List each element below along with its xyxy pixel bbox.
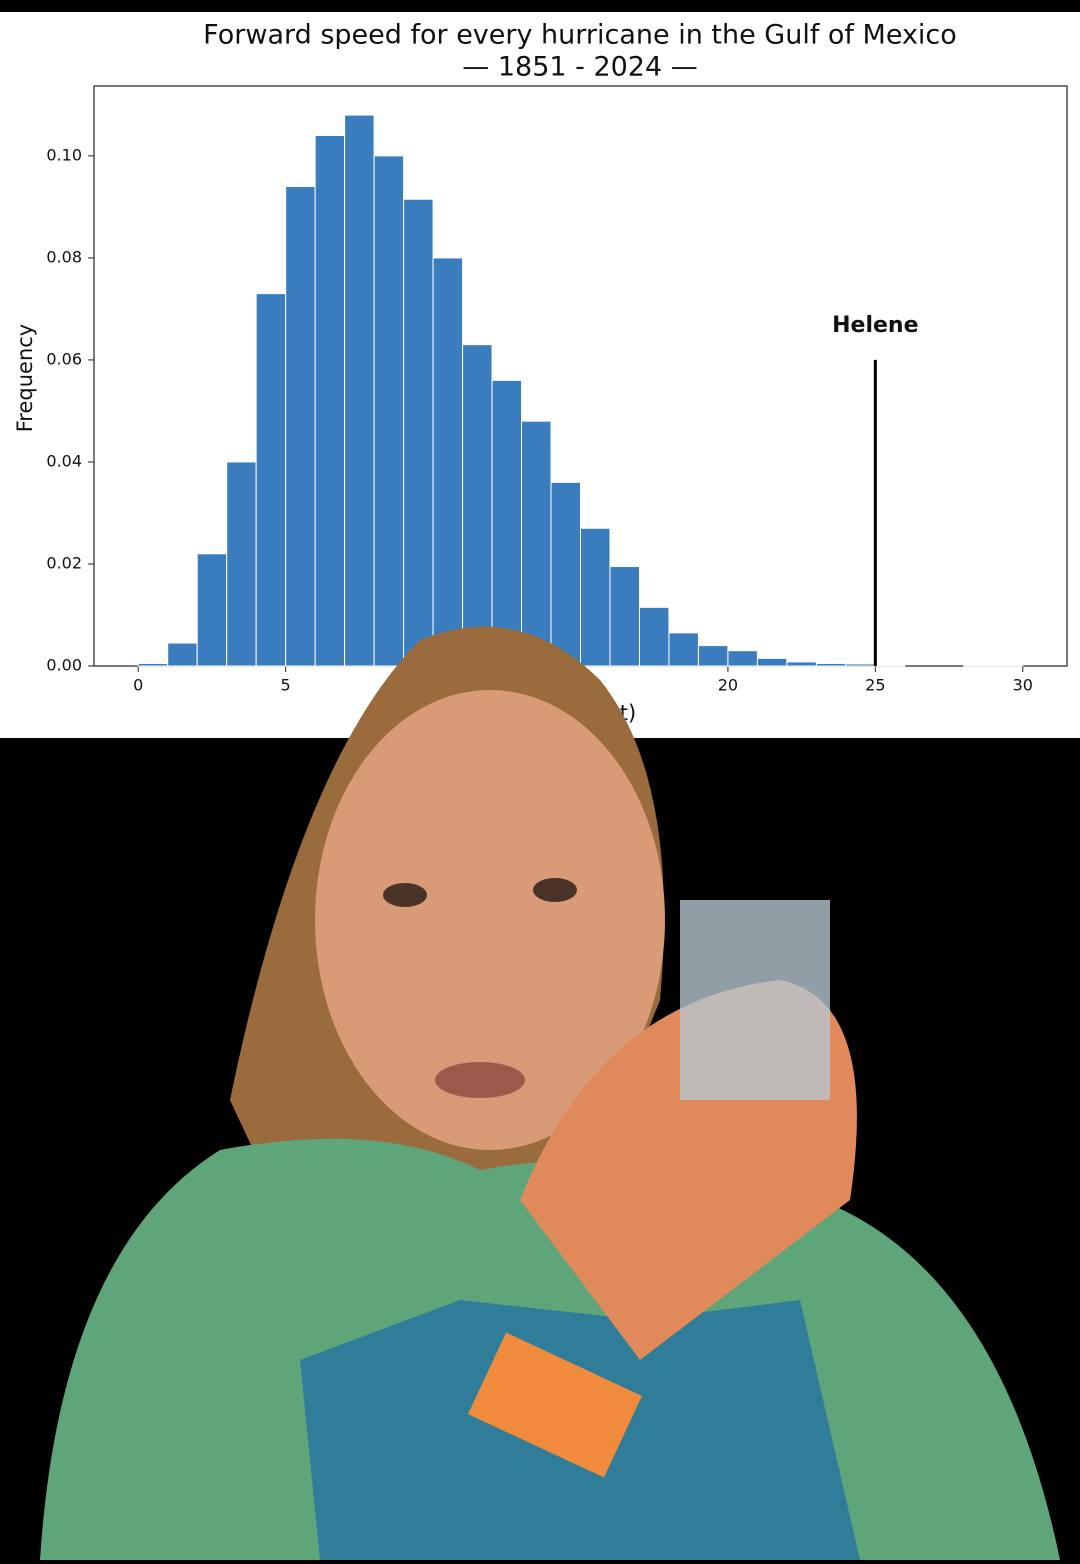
y-tick-label: 0.00 [46,656,82,675]
mouth [435,1062,525,1098]
bar [196,553,228,667]
y-tick-label: 0.08 [46,247,82,266]
chart: Forward speed for every hurricane in the… [13,20,1068,725]
bar [344,114,375,667]
x-tick-label: 20 [718,676,738,695]
bar [491,379,523,667]
bar [521,420,552,667]
bar [255,293,287,667]
bar [638,606,670,667]
x-tick-label: 25 [865,676,885,695]
bar [462,344,493,667]
eye [533,878,577,902]
chart-subtitle: — 1851 - 2024 — [462,52,698,83]
presenter-video [40,626,1060,1560]
chart-title: Forward speed for every hurricane in the… [203,20,957,51]
x-tick-label: 0 [133,676,143,695]
bar [373,155,405,667]
bar [874,664,906,667]
bar [756,657,788,667]
x-tick-label: 5 [281,676,291,695]
bar [432,257,464,667]
y-axis-label: Frequency [13,324,37,433]
bar [137,662,169,667]
bar [668,632,699,667]
annotation-label: Helene [832,313,918,338]
face [315,690,665,1150]
y-tick-label: 0.06 [46,349,82,368]
bar [550,481,581,667]
bar [226,461,257,667]
bar [727,650,758,667]
watch-band [468,1332,642,1478]
y-tick-label: 0.10 [46,145,82,164]
bar [314,134,346,667]
y-tick-label: 0.04 [46,451,82,470]
bar [167,642,198,667]
bar [580,527,611,667]
eye [383,883,427,907]
bar [992,664,1024,667]
y-tick-label: 0.02 [46,553,82,572]
bar [815,662,847,667]
bar [697,645,729,667]
object [680,900,830,1100]
bar [403,198,434,667]
bar [285,185,316,667]
bar [845,663,876,667]
bar [963,664,994,667]
x-tick-label: 30 [1013,676,1033,695]
bar [786,661,817,667]
bar [609,566,640,667]
